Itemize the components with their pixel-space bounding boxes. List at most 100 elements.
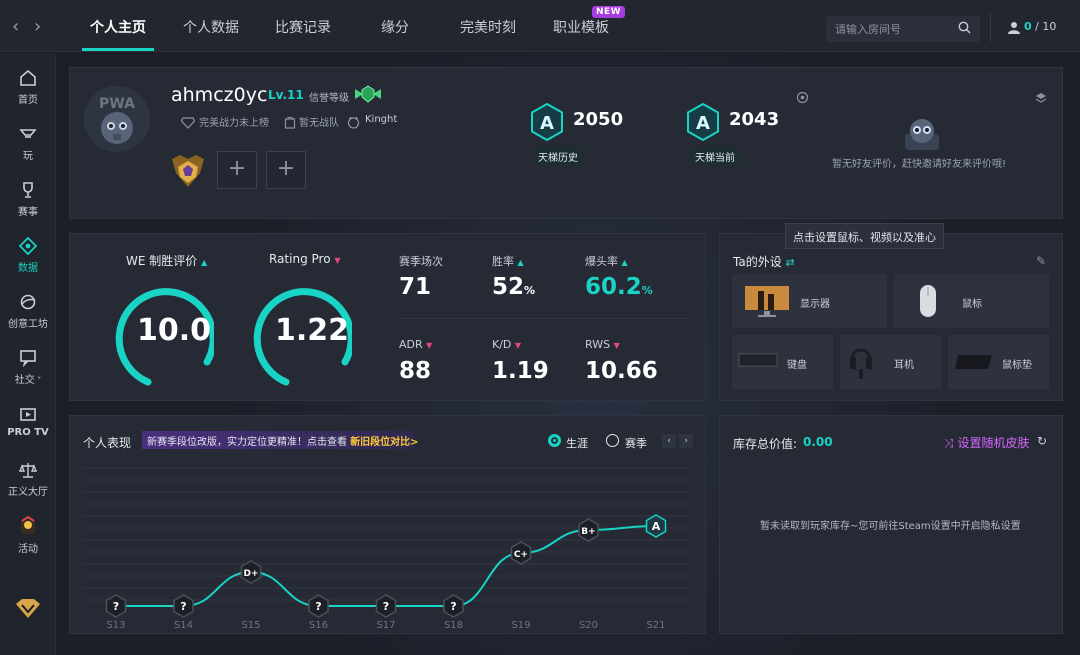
credit-level-icon[interactable]: [354, 85, 382, 107]
rank-marker-label: C+: [514, 550, 528, 560]
trend-up-icon: ▲: [517, 258, 524, 267]
winrate-value: 52%: [492, 274, 535, 300]
brand-logo-icon[interactable]: [14, 598, 42, 624]
data-point[interactable]: B+: [578, 518, 599, 542]
radio-season[interactable]: [606, 434, 619, 447]
home-icon: [20, 69, 36, 86]
knight-label: Kinght: [365, 114, 398, 125]
series-line: [116, 525, 657, 607]
adr-value: 88: [399, 358, 432, 384]
team-status: 暂无战队: [299, 118, 339, 129]
rank-a-icon: A: [530, 102, 564, 145]
sidebar-label: 社交: [14, 375, 35, 386]
sidebar-label: 数据: [18, 263, 38, 274]
rank-marker: [443, 594, 464, 618]
sidebar-item-workshop[interactable]: 创意工坊: [0, 293, 56, 330]
rank-change-banner[interactable]: 新赛季段位改版，实力定位更精准！点击查看 新旧段位对比>: [142, 431, 419, 449]
tab-pro-template[interactable]: 职业模板: [553, 20, 609, 36]
chart-next-button[interactable]: ›: [679, 434, 693, 448]
ladder-history-label: 天梯历史: [534, 148, 582, 165]
x-tick-label: S14: [174, 620, 193, 631]
sidebar-label: 创意工坊: [8, 319, 48, 330]
new-badge: NEW: [592, 6, 626, 18]
performance-title: 个人表现: [83, 436, 132, 450]
gear-name-monitor: 显示器: [800, 299, 830, 310]
tab-perfect-moments[interactable]: 完美时刻: [460, 20, 516, 36]
rating-pro-gauge: [253, 288, 352, 386]
headset-icon: [850, 348, 872, 379]
x-tick-label: S17: [376, 620, 395, 631]
tab-match-history[interactable]: 比赛记录: [275, 20, 331, 36]
sidebar-item-justice[interactable]: 正义大厅: [0, 461, 56, 498]
sidebar: 首页 玩 赛事 数据 创意工坊 社交 ˅ PRO TV 正义大厅 活动: [0, 53, 56, 655]
trophy-icon: [23, 182, 33, 198]
x-tick-label: S19: [511, 620, 530, 631]
layers-icon[interactable]: [1035, 89, 1047, 108]
sidebar-item-data[interactable]: 数据: [0, 237, 56, 274]
tab-personal-data[interactable]: 个人数据: [183, 20, 239, 36]
settings-icon[interactable]: [796, 89, 809, 108]
sidebar-item-pro-tv[interactable]: PRO TV: [0, 405, 56, 438]
x-tick-label: S21: [646, 620, 665, 631]
data-point[interactable]: ?: [308, 594, 329, 618]
gear-name-headset: 耳机: [894, 360, 914, 371]
gear-name-mouse: 鼠标: [962, 299, 982, 310]
trend-up-icon: ▲: [621, 258, 628, 267]
sidebar-item-social[interactable]: 社交 ˅: [0, 349, 56, 386]
back-arrow-icon[interactable]: ‹: [12, 16, 20, 37]
gear-card-mouse[interactable]: [894, 274, 1049, 328]
tab-home[interactable]: 个人主页: [90, 20, 146, 36]
data-point[interactable]: ?: [443, 594, 464, 618]
gear-tooltip: 点击设置鼠标、视频以及准心: [785, 223, 944, 249]
room-search-input[interactable]: [826, 16, 980, 42]
rank-marker-label: B+: [581, 527, 595, 537]
medal-icon[interactable]: [168, 153, 208, 193]
sidebar-item-home[interactable]: 首页: [0, 69, 56, 106]
radio-season-label[interactable]: 赛季: [625, 437, 647, 450]
data-point[interactable]: C+: [510, 541, 532, 565]
diamond-icon: [180, 114, 196, 133]
social-icon: [20, 350, 36, 367]
banner-link[interactable]: 新旧段位对比>: [350, 437, 419, 448]
add-medal-slot[interactable]: +: [217, 151, 257, 189]
tab-fate[interactable]: 缘分: [381, 20, 409, 36]
sidebar-label: 玩: [23, 151, 33, 162]
profile-panel: [69, 67, 1063, 219]
sidebar-label: 活动: [18, 544, 38, 555]
rank-marker-label: ?: [383, 600, 389, 613]
random-skin-link[interactable]: ⤨ 设置随机皮肤: [944, 434, 1029, 451]
stats-panel: [69, 233, 706, 401]
svg-text:A: A: [696, 113, 710, 134]
adr-text: ADR: [399, 338, 423, 351]
trend-down-icon: ▼: [334, 256, 341, 265]
chart-prev-button[interactable]: ‹: [662, 434, 676, 448]
forward-arrow-icon[interactable]: ›: [34, 16, 42, 37]
data-point[interactable]: ?: [105, 594, 127, 618]
data-point[interactable]: D+: [240, 560, 262, 584]
rank-marker-label: ?: [315, 600, 321, 613]
refresh-icon[interactable]: ↻: [1037, 434, 1048, 448]
sidebar-item-events-activity[interactable]: 活动: [0, 516, 56, 555]
gear-title: Ta的外设 ⇄: [733, 253, 795, 270]
friend-eval-mascot-icon: [901, 116, 943, 156]
rating-pro-value: 1.22: [275, 313, 350, 348]
edit-icon[interactable]: ✎: [1036, 254, 1047, 268]
data-point[interactable]: ?: [173, 594, 194, 618]
credit-label: 信誉等级: [309, 93, 349, 104]
rws-label: RWS ▼: [585, 338, 620, 351]
sidebar-item-events[interactable]: 赛事: [0, 181, 56, 218]
trend-down-icon: ▼: [426, 341, 433, 350]
winrate-text: 胜率: [492, 255, 514, 268]
radio-career[interactable]: [548, 434, 561, 447]
avatar[interactable]: PWA: [84, 86, 150, 152]
gear-card-headset[interactable]: [840, 335, 941, 389]
group-icon[interactable]: [1007, 20, 1021, 39]
party-counter[interactable]: 0 / 10: [1024, 20, 1056, 33]
add-medal-slot[interactable]: +: [266, 151, 306, 189]
sidebar-item-play[interactable]: 玩: [0, 125, 56, 162]
shuffle-icon[interactable]: ⇄: [785, 256, 795, 269]
radio-career-label[interactable]: 生涯: [566, 437, 588, 450]
data-point[interactable]: A: [645, 514, 667, 538]
data-point[interactable]: ?: [375, 594, 397, 618]
search-icon[interactable]: [958, 19, 971, 38]
